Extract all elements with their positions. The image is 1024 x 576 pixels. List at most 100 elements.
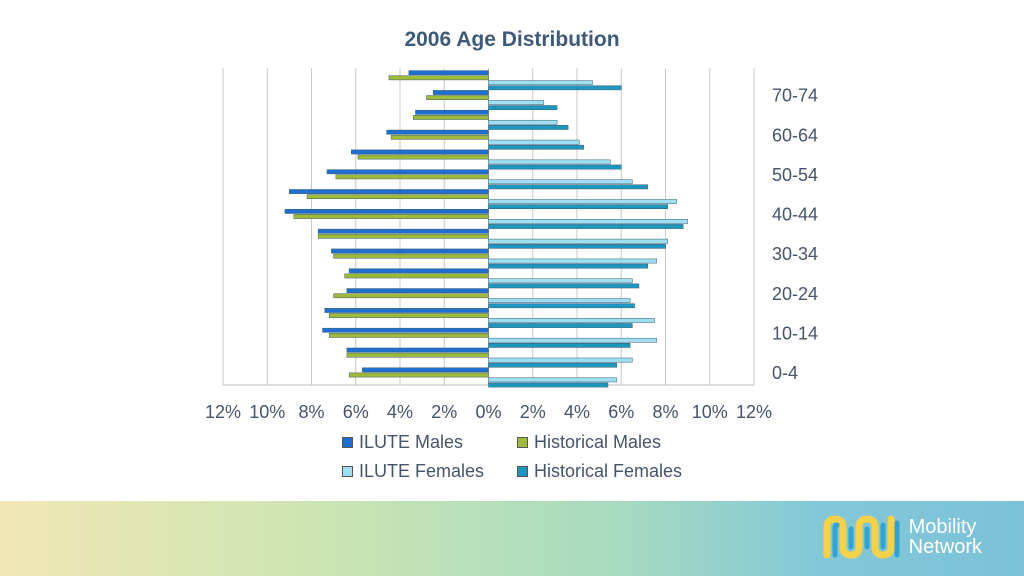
bar-ilute-males bbox=[351, 149, 489, 155]
x-tick-label: 6% bbox=[343, 402, 369, 422]
legend-label: Historical Females bbox=[534, 461, 683, 481]
bar-ilute-males bbox=[408, 70, 489, 76]
legend-swatch-ilute-males bbox=[342, 437, 353, 448]
x-tick-label: 10% bbox=[692, 402, 728, 422]
bar-historical-females bbox=[488, 343, 631, 348]
bar-historical-males bbox=[306, 194, 489, 200]
bar-ilute-females bbox=[488, 159, 611, 165]
bar-historical-males bbox=[328, 333, 489, 338]
bar-ilute-males bbox=[289, 189, 489, 194]
bar-historical-males bbox=[293, 214, 489, 219]
x-tick-label: 4% bbox=[387, 402, 413, 422]
bar-historical-females bbox=[488, 105, 558, 110]
bar-historical-females bbox=[488, 263, 649, 269]
bar-ilute-females bbox=[488, 179, 633, 185]
bar-ilute-females bbox=[488, 377, 618, 383]
bar-historical-males bbox=[317, 233, 489, 239]
bar-historical-females bbox=[488, 303, 635, 309]
legend-item-ilute-females: ILUTE Females bbox=[342, 461, 484, 482]
bar-ilute-males bbox=[284, 209, 489, 214]
bar-ilute-females bbox=[488, 80, 593, 86]
footer-band bbox=[0, 501, 1024, 576]
bar-ilute-females bbox=[488, 219, 688, 224]
y-tick-label: 0-4 bbox=[772, 363, 798, 383]
bar-ilute-males bbox=[331, 248, 489, 254]
bar-historical-males bbox=[413, 115, 489, 120]
bar-ilute-females bbox=[488, 119, 558, 125]
logo-line-1: Mobility bbox=[908, 516, 977, 538]
bar-historical-males bbox=[426, 95, 489, 100]
legend-swatch-historical-males bbox=[517, 437, 528, 448]
bar-historical-males bbox=[348, 372, 489, 378]
bar-historical-females bbox=[488, 382, 609, 388]
bar-ilute-males bbox=[317, 228, 489, 234]
x-tick-label: 6% bbox=[608, 402, 634, 422]
y-tick-label: 60-64 bbox=[772, 125, 818, 145]
bar-historical-males bbox=[357, 154, 489, 160]
legend-label: Historical Males bbox=[534, 432, 662, 452]
bar-historical-females bbox=[488, 125, 569, 130]
bar-historical-females bbox=[488, 323, 633, 328]
bar-ilute-females bbox=[488, 357, 633, 363]
logo-line-2: Network bbox=[908, 536, 982, 558]
bar-ilute-males bbox=[386, 129, 489, 135]
y-tick-label: 50-54 bbox=[772, 165, 818, 185]
y-tick-label: 10-14 bbox=[772, 323, 818, 343]
bar-ilute-males bbox=[432, 90, 489, 95]
bar-ilute-females bbox=[488, 278, 633, 284]
bar-historical-females bbox=[488, 362, 618, 368]
bar-ilute-females bbox=[488, 100, 545, 105]
bar-historical-females bbox=[488, 85, 622, 91]
population-pyramid-chart: 12% 10% 8% 6% 4% 2% 0% 2% 4% 6% 8% 10% 12%0-410-1420… bbox=[205, 68, 818, 422]
legend-item-ilute-males: ILUTE Males bbox=[342, 432, 463, 453]
bar-historical-males bbox=[390, 134, 489, 140]
y-tick-label: 40-44 bbox=[772, 205, 818, 225]
bar-historical-males bbox=[346, 352, 489, 358]
bar-historical-males bbox=[333, 293, 489, 299]
x-tick-label: 2% bbox=[431, 402, 457, 422]
bar-ilute-females bbox=[488, 199, 677, 204]
bar-ilute-females bbox=[488, 258, 657, 264]
y-tick-label: 20-24 bbox=[772, 284, 818, 304]
bar-ilute-females bbox=[488, 337, 657, 343]
y-tick-label: 70-74 bbox=[772, 86, 818, 106]
bar-ilute-males bbox=[346, 347, 489, 353]
bar-historical-females bbox=[488, 283, 640, 289]
mobility-network-logo: Mobility Network bbox=[823, 515, 982, 559]
bar-ilute-males bbox=[326, 169, 489, 175]
bar-ilute-females bbox=[488, 318, 655, 323]
legend-item-historical-males: Historical Males bbox=[517, 432, 661, 453]
bar-ilute-females bbox=[488, 238, 668, 244]
bar-historical-males bbox=[328, 313, 489, 318]
x-tick-label: 12% bbox=[736, 402, 772, 422]
bar-ilute-males bbox=[322, 327, 489, 333]
bar-historical-females bbox=[488, 184, 649, 190]
bar-ilute-females bbox=[488, 298, 631, 303]
bar-ilute-males bbox=[348, 268, 489, 274]
x-tick-label: 8% bbox=[298, 402, 324, 422]
bar-ilute-males bbox=[324, 308, 489, 313]
bar-historical-males bbox=[388, 75, 489, 81]
x-tick-label: 10% bbox=[249, 402, 285, 422]
legend-swatch-historical-females bbox=[517, 466, 528, 477]
bar-ilute-males bbox=[362, 367, 489, 373]
bar-ilute-males bbox=[415, 109, 489, 115]
x-tick-label: 8% bbox=[652, 402, 678, 422]
bar-historical-males bbox=[344, 273, 489, 279]
chart-title: 2006 Age Distribution bbox=[404, 28, 620, 51]
bar-historical-females bbox=[488, 144, 584, 150]
x-tick-label: 12% bbox=[205, 402, 241, 422]
bar-historical-females bbox=[488, 204, 668, 210]
bar-ilute-males bbox=[346, 288, 489, 293]
legend-swatch-ilute-females bbox=[342, 466, 353, 477]
bar-historical-females bbox=[488, 243, 666, 249]
legend-item-historical-females: Historical Females bbox=[517, 461, 682, 482]
bar-historical-females bbox=[488, 224, 684, 229]
bar-historical-males bbox=[335, 174, 489, 180]
bar-ilute-females bbox=[488, 139, 580, 145]
mobility-network-logo-mark bbox=[823, 515, 900, 559]
x-tick-label: 4% bbox=[564, 402, 590, 422]
logo-text: Mobility Network bbox=[909, 517, 982, 557]
bar-historical-males bbox=[333, 253, 489, 259]
legend-label: ILUTE Females bbox=[359, 461, 485, 481]
